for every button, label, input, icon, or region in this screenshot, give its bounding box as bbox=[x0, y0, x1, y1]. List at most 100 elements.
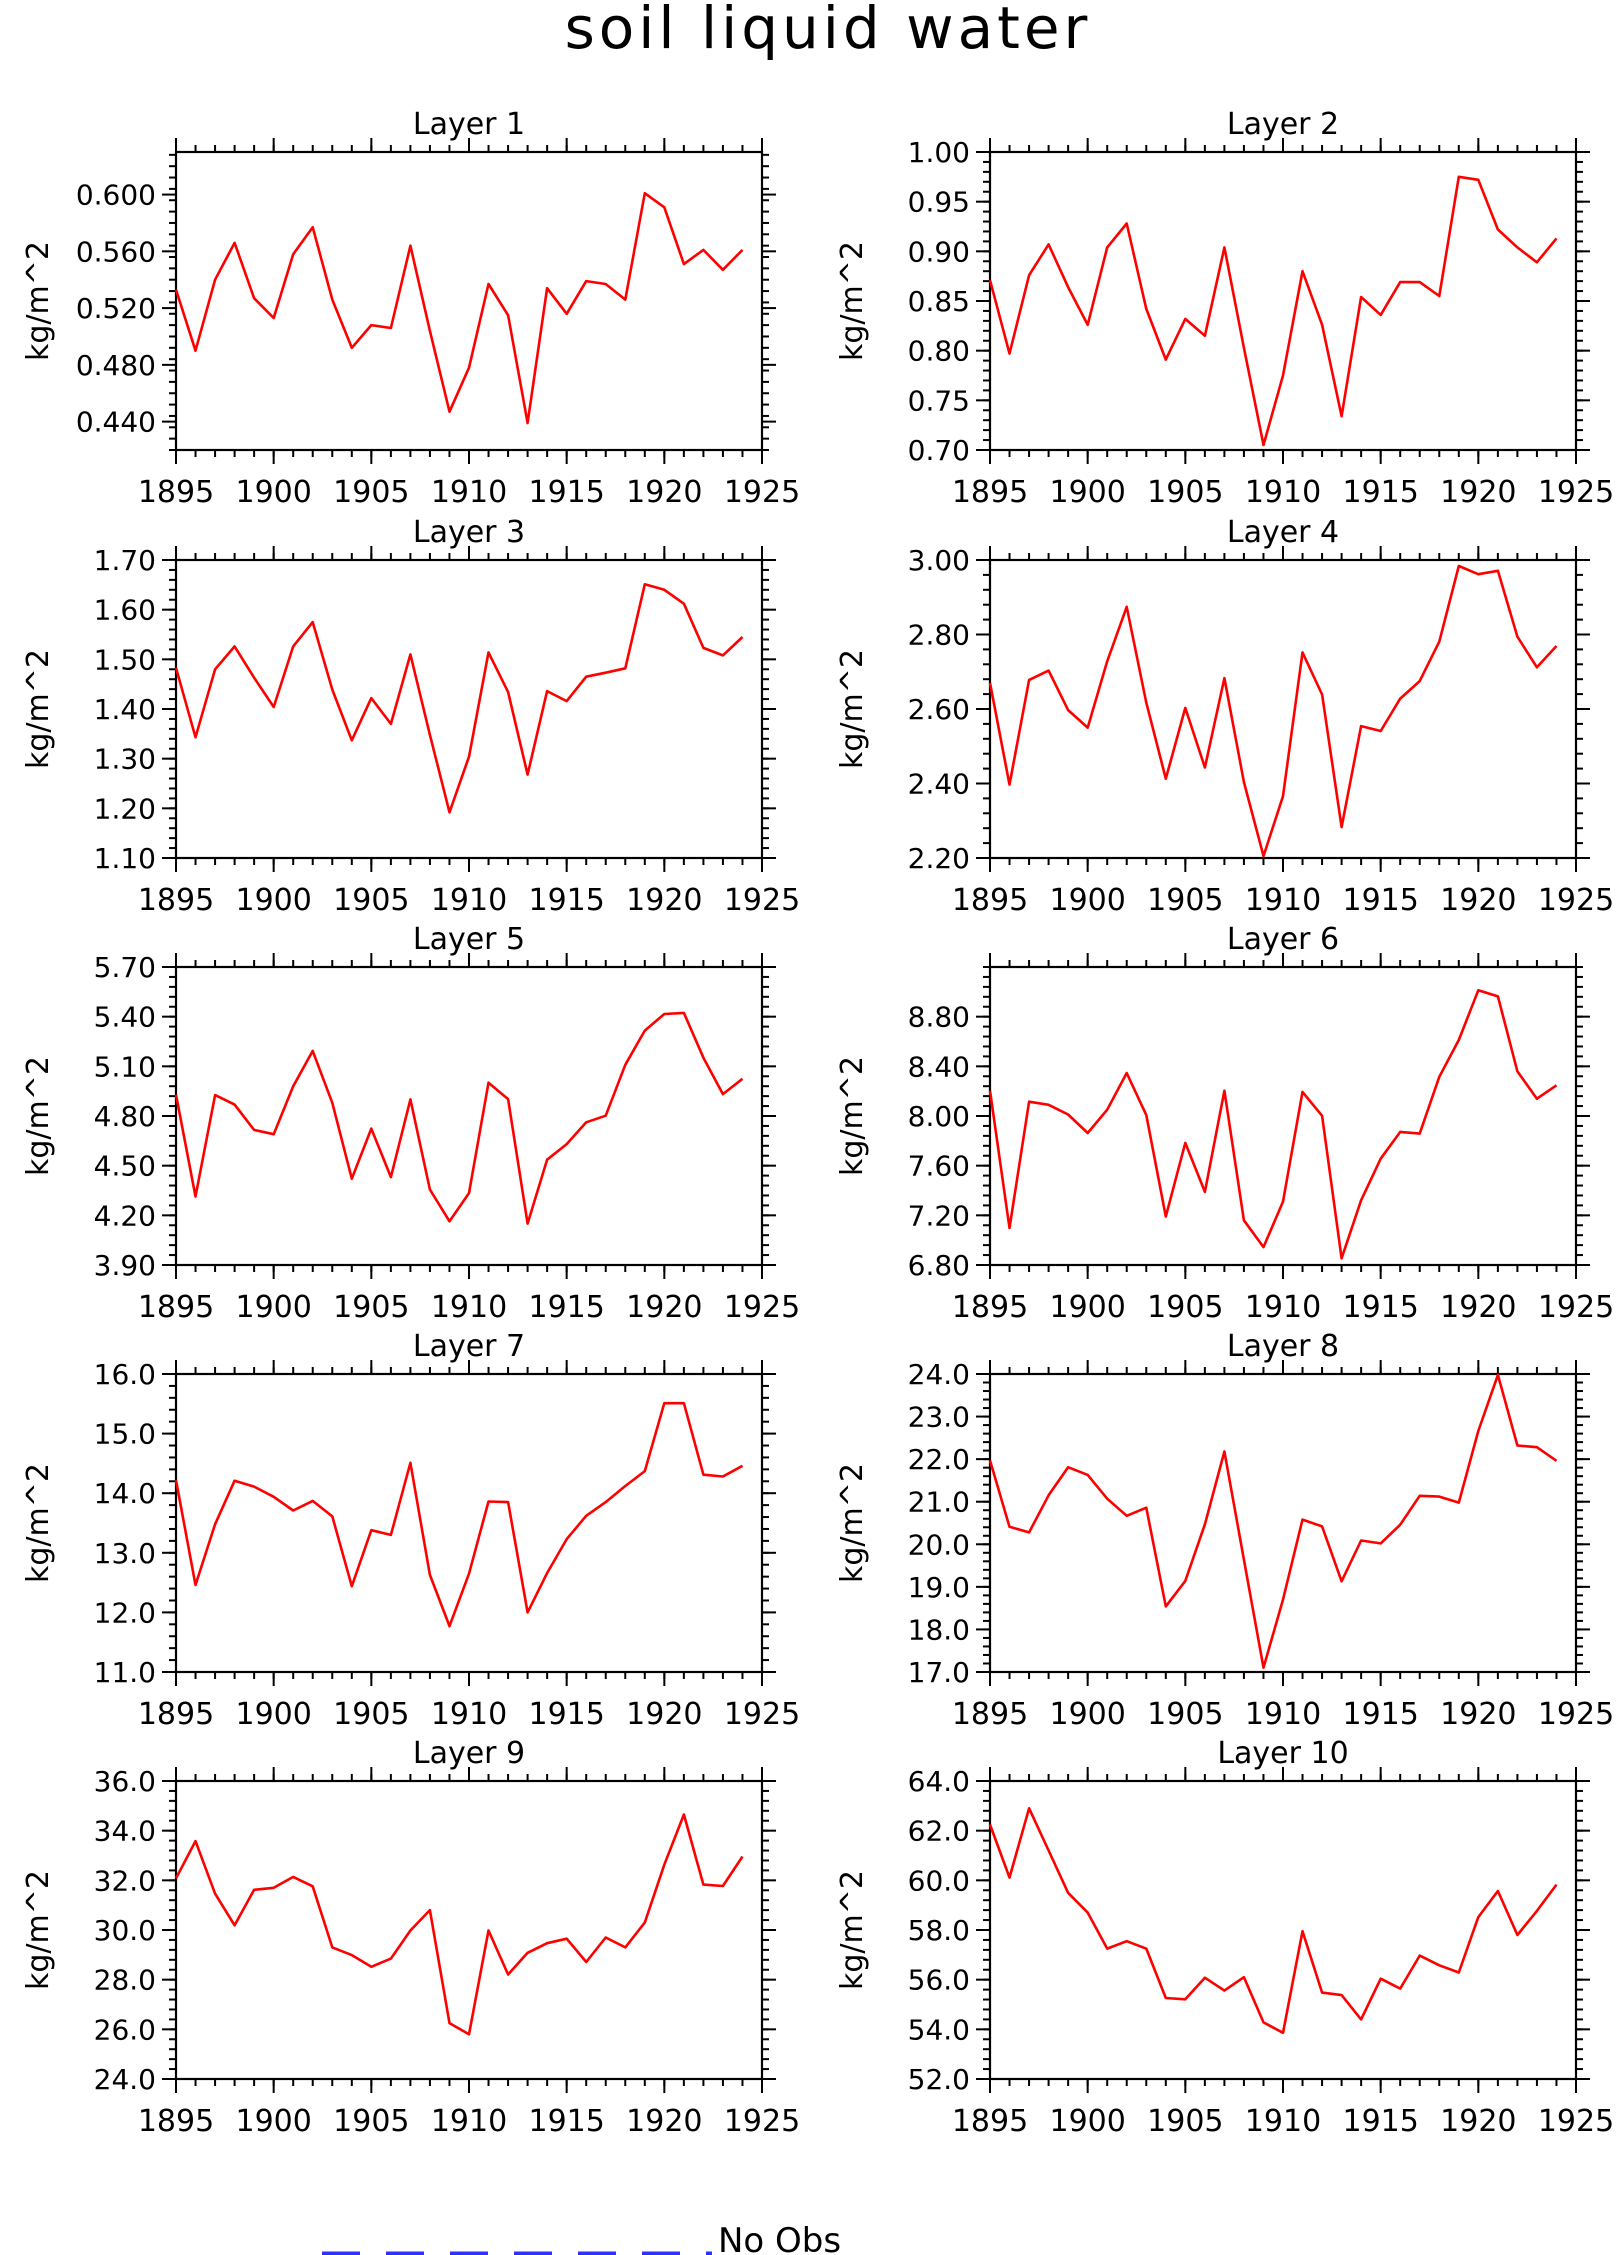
y-tick-label: 1.40 bbox=[94, 693, 156, 726]
y-tick-label: 0.480 bbox=[76, 349, 156, 382]
x-tick-label: 1920 bbox=[626, 1290, 702, 1325]
x-tick-label: 1895 bbox=[138, 1697, 214, 1732]
x-tick-label: 1920 bbox=[1440, 1290, 1516, 1325]
x-tick-label: 1910 bbox=[431, 883, 507, 918]
y-tick-label: 0.85 bbox=[908, 285, 970, 318]
x-tick-label: 1900 bbox=[1049, 1697, 1125, 1732]
series-line bbox=[988, 1807, 1558, 2035]
x-tick-label: 1925 bbox=[724, 1290, 800, 1325]
figure-title: soil liquid water bbox=[565, 0, 1092, 62]
x-tick-label: 1905 bbox=[1147, 1290, 1223, 1325]
x-tick-label: 1915 bbox=[528, 1290, 604, 1325]
y-tick-label: 24.0 bbox=[94, 2063, 156, 2096]
chart-title: Layer 5 bbox=[413, 922, 525, 957]
x-tick-label: 1910 bbox=[431, 1697, 507, 1732]
y-tick-label: 0.560 bbox=[76, 235, 156, 268]
x-tick-label: 1920 bbox=[626, 475, 702, 510]
x-tick-label: 1900 bbox=[1049, 2104, 1125, 2139]
x-tick-label: 1915 bbox=[528, 475, 604, 510]
chart-title: Layer 2 bbox=[1227, 107, 1339, 142]
x-tick-label: 1920 bbox=[1440, 883, 1516, 918]
y-tick-label: 16.0 bbox=[94, 1358, 156, 1391]
y-tick-label: 0.75 bbox=[908, 384, 970, 417]
x-tick-label: 1925 bbox=[1538, 475, 1614, 510]
chart-layer-9: Layer 9 24.0 26.0 28.0 30.0 32.0 34.0 36.0 1895 1… bbox=[21, 1736, 800, 2139]
x-tick-label: 1925 bbox=[724, 475, 800, 510]
y-tick-label: 3.90 bbox=[94, 1249, 156, 1282]
y-tick-label: 58.0 bbox=[908, 1914, 970, 1947]
y-tick-label: 1.20 bbox=[94, 792, 156, 825]
x-tick-label: 1915 bbox=[528, 1697, 604, 1732]
y-tick-label: 1.60 bbox=[94, 594, 156, 627]
plot-frame bbox=[988, 1779, 1578, 2081]
series-line bbox=[988, 564, 1558, 858]
y-tick-label: 26.0 bbox=[94, 2013, 156, 2046]
x-tick-label: 1900 bbox=[1049, 1290, 1125, 1325]
x-tick-label: 1925 bbox=[724, 2104, 800, 2139]
series-line bbox=[174, 1401, 744, 1628]
x-tick-label: 1905 bbox=[1147, 883, 1223, 918]
x-tick-label: 1910 bbox=[1245, 1697, 1321, 1732]
x-tick-label: 1905 bbox=[1147, 475, 1223, 510]
x-tick-label: 1925 bbox=[724, 883, 800, 918]
chart-title: Layer 8 bbox=[1227, 1329, 1339, 1364]
y-tick-label: 64.0 bbox=[908, 1765, 970, 1798]
y-tick-label: 0.70 bbox=[908, 434, 970, 467]
y-axis-label: kg/m^2 bbox=[21, 1463, 56, 1583]
y-tick-label: 1.10 bbox=[94, 842, 156, 875]
chart-layer-10: Layer 10 52.0 54.0 56.0 58.0 60.0 62.0 64.0 1895… bbox=[835, 1736, 1614, 2139]
y-tick-label: 0.520 bbox=[76, 292, 156, 325]
x-tick-label: 1925 bbox=[1538, 2104, 1614, 2139]
plot-frame bbox=[174, 150, 764, 452]
x-tick-label: 1905 bbox=[1147, 1697, 1223, 1732]
y-tick-label: 8.80 bbox=[908, 1001, 970, 1034]
x-tick-label: 1895 bbox=[952, 1290, 1028, 1325]
x-tick-label: 1900 bbox=[235, 475, 311, 510]
series-line bbox=[174, 1011, 744, 1225]
y-tick-label: 0.80 bbox=[908, 335, 970, 368]
y-tick-label: 36.0 bbox=[94, 1765, 156, 1798]
plot-frame bbox=[988, 150, 1578, 452]
series-line bbox=[988, 175, 1558, 447]
y-tick-label: 2.60 bbox=[908, 693, 970, 726]
y-tick-label: 2.20 bbox=[908, 842, 970, 875]
y-tick-label: 15.0 bbox=[94, 1418, 156, 1451]
x-tick-label: 1910 bbox=[1245, 883, 1321, 918]
series-line bbox=[174, 1813, 744, 2036]
y-axis-label: kg/m^2 bbox=[835, 1056, 870, 1176]
y-tick-label: 1.70 bbox=[94, 544, 156, 577]
x-tick-label: 1910 bbox=[1245, 1290, 1321, 1325]
legend: No Obs bbox=[322, 2221, 841, 2255]
x-tick-label: 1900 bbox=[235, 1697, 311, 1732]
y-tick-label: 13.0 bbox=[94, 1537, 156, 1570]
chart-title: Layer 7 bbox=[413, 1329, 525, 1364]
chart-title: Layer 10 bbox=[1217, 1736, 1348, 1771]
x-tick-label: 1900 bbox=[235, 883, 311, 918]
y-tick-label: 0.90 bbox=[908, 235, 970, 268]
x-tick-label: 1920 bbox=[1440, 2104, 1516, 2139]
x-tick-label: 1910 bbox=[431, 475, 507, 510]
series-line bbox=[988, 1373, 1558, 1669]
y-tick-label: 2.40 bbox=[908, 768, 970, 801]
y-tick-label: 28.0 bbox=[94, 1964, 156, 1997]
y-tick-label: 30.0 bbox=[94, 1914, 156, 1947]
x-tick-label: 1895 bbox=[952, 883, 1028, 918]
y-tick-label: 14.0 bbox=[94, 1477, 156, 1510]
x-tick-label: 1925 bbox=[1538, 1697, 1614, 1732]
x-tick-label: 1910 bbox=[431, 1290, 507, 1325]
x-tick-label: 1910 bbox=[431, 2104, 507, 2139]
y-axis-label: kg/m^2 bbox=[21, 649, 56, 769]
x-tick-label: 1895 bbox=[138, 475, 214, 510]
chart-layer-3: Layer 3 1.10 1.20 1.30 1.40 1.50 1.60 1.70 1895 1… bbox=[21, 515, 800, 918]
y-tick-label: 4.20 bbox=[94, 1199, 156, 1232]
x-tick-label: 1915 bbox=[528, 2104, 604, 2139]
plot-frame bbox=[174, 965, 764, 1267]
plot-frame bbox=[988, 1372, 1578, 1674]
y-tick-label: 0.440 bbox=[76, 406, 156, 439]
x-tick-label: 1915 bbox=[1342, 475, 1418, 510]
y-tick-label: 11.0 bbox=[94, 1656, 156, 1689]
chart-layer-8: Layer 8 17.0 18.0 19.0 20.0 21.0 22.0 23.0 24.0 1… bbox=[835, 1329, 1614, 1732]
x-tick-label: 1915 bbox=[1342, 1290, 1418, 1325]
y-tick-label: 5.70 bbox=[94, 951, 156, 984]
